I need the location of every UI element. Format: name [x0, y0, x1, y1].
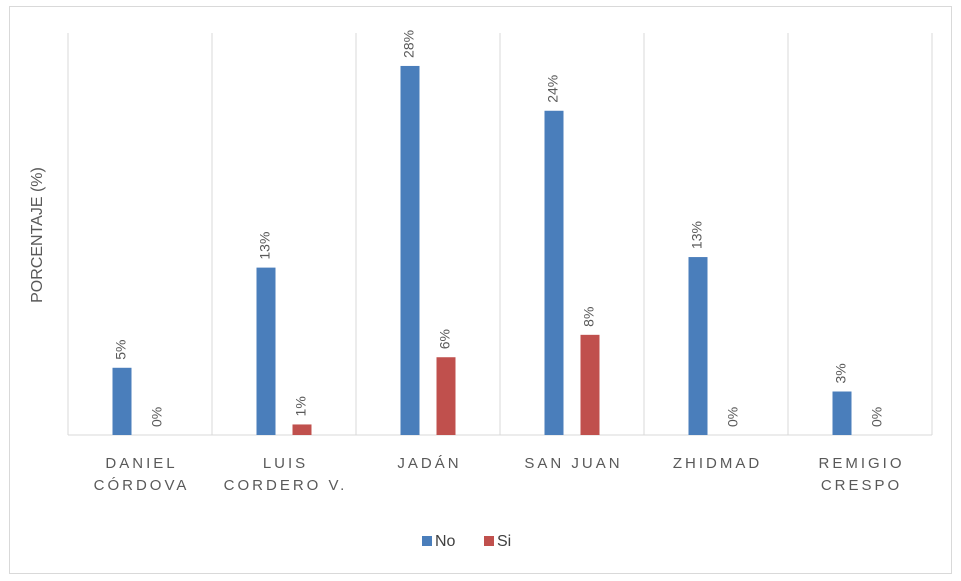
- x-tick-label: SAN JUAN: [524, 455, 622, 472]
- bar: [436, 357, 456, 435]
- value-label: 13%: [257, 232, 273, 260]
- bar: [580, 334, 600, 435]
- value-label: 8%: [581, 307, 597, 327]
- bar: [256, 267, 276, 435]
- value-label: 24%: [545, 75, 561, 103]
- x-tick-label: JADÁN: [397, 455, 461, 472]
- x-tick-label: CRESPO: [821, 477, 902, 494]
- x-tick-label: REMIGIO: [818, 455, 904, 472]
- x-tick-label: LUIS: [263, 455, 308, 472]
- legend-label: No: [435, 533, 456, 550]
- legend-swatch: [422, 536, 432, 546]
- bar: [832, 391, 852, 435]
- legend-label: Si: [497, 533, 511, 550]
- y-axis-label: PORCENTAJE (%): [29, 167, 46, 303]
- value-label: 28%: [401, 30, 417, 58]
- value-label: 0%: [869, 407, 885, 427]
- bar: [292, 424, 312, 435]
- x-tick-label: CORDERO V.: [224, 477, 348, 494]
- value-label: 13%: [689, 221, 705, 249]
- value-label: 6%: [437, 329, 453, 349]
- bar: [400, 65, 420, 436]
- bar: [112, 367, 132, 435]
- value-label: 5%: [113, 340, 129, 360]
- bar: [688, 257, 708, 435]
- value-label: 0%: [149, 407, 165, 427]
- chart-border: [9, 6, 952, 574]
- x-tick-label: CÓRDOVA: [94, 477, 190, 494]
- x-tick-label: DANIEL: [105, 455, 177, 472]
- value-label: 0%: [725, 407, 741, 427]
- value-label: 3%: [833, 363, 849, 383]
- x-tick-label: ZHIDMAD: [673, 455, 762, 472]
- legend-swatch: [484, 536, 494, 546]
- bar: [544, 110, 564, 436]
- value-label: 1%: [293, 396, 309, 416]
